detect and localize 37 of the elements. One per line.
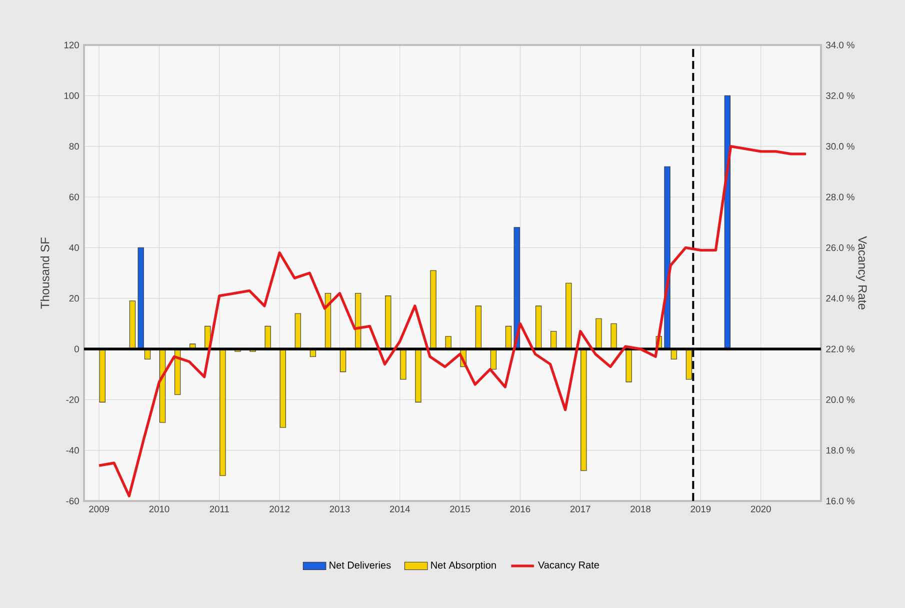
- x-tick-label: 2010: [149, 506, 170, 512]
- y-tick-label: 0: [74, 346, 79, 352]
- x-tick-label: 2015: [450, 506, 470, 512]
- y2-tick-label: 22.0 %: [826, 346, 854, 352]
- y2-tick-label: 18.0 %: [826, 447, 854, 454]
- x-tick-label: 2020: [750, 506, 771, 512]
- x-tick-label: 2011: [210, 506, 229, 512]
- y2-tick-label: 26.0 %: [826, 244, 854, 251]
- x-tick-label: 2019: [690, 506, 711, 512]
- y-tick-label: -60: [66, 498, 79, 504]
- y-tick-label: -20: [66, 396, 79, 403]
- y2-axis-title: Vacancy Rate: [856, 236, 867, 310]
- x-tick-label: 2012: [270, 506, 290, 512]
- y-tick-label: -40: [66, 447, 79, 454]
- y-tick-label: 60: [69, 194, 79, 200]
- x-tick-label: 2016: [510, 506, 530, 512]
- y-tick-label: 20: [69, 295, 79, 302]
- y2-tick-label: 30.0 %: [826, 143, 854, 150]
- x-tick-label: 2013: [330, 506, 350, 512]
- legend-label: Net Absorption: [431, 561, 496, 571]
- x-tick-label: 2018: [630, 506, 650, 512]
- y-tick-label: 120: [64, 42, 79, 48]
- y-tick-label: 40: [69, 244, 79, 251]
- y2-tick-label: 32.0 %: [826, 92, 854, 99]
- x-tick-label: 2009: [89, 506, 109, 512]
- y-tick-label: 80: [69, 143, 79, 150]
- y2-tick-label: 34.0 %: [826, 42, 854, 48]
- x-tick-label: 2014: [390, 506, 410, 512]
- legend-label: Net Deliveries: [330, 561, 391, 569]
- y2-tick-label: 20.0 %: [826, 396, 854, 403]
- legend-label: Vacancy Rate: [538, 562, 600, 570]
- y-axis-title: Thousand SF: [40, 237, 50, 309]
- x-tick-label: 2017: [570, 506, 590, 512]
- y2-tick-label: 28.0 %: [826, 194, 854, 200]
- y2-tick-label: 16.0 %: [826, 498, 854, 504]
- y2-tick-label: 24.0 %: [826, 295, 854, 302]
- y-tick-label: 100: [64, 92, 79, 99]
